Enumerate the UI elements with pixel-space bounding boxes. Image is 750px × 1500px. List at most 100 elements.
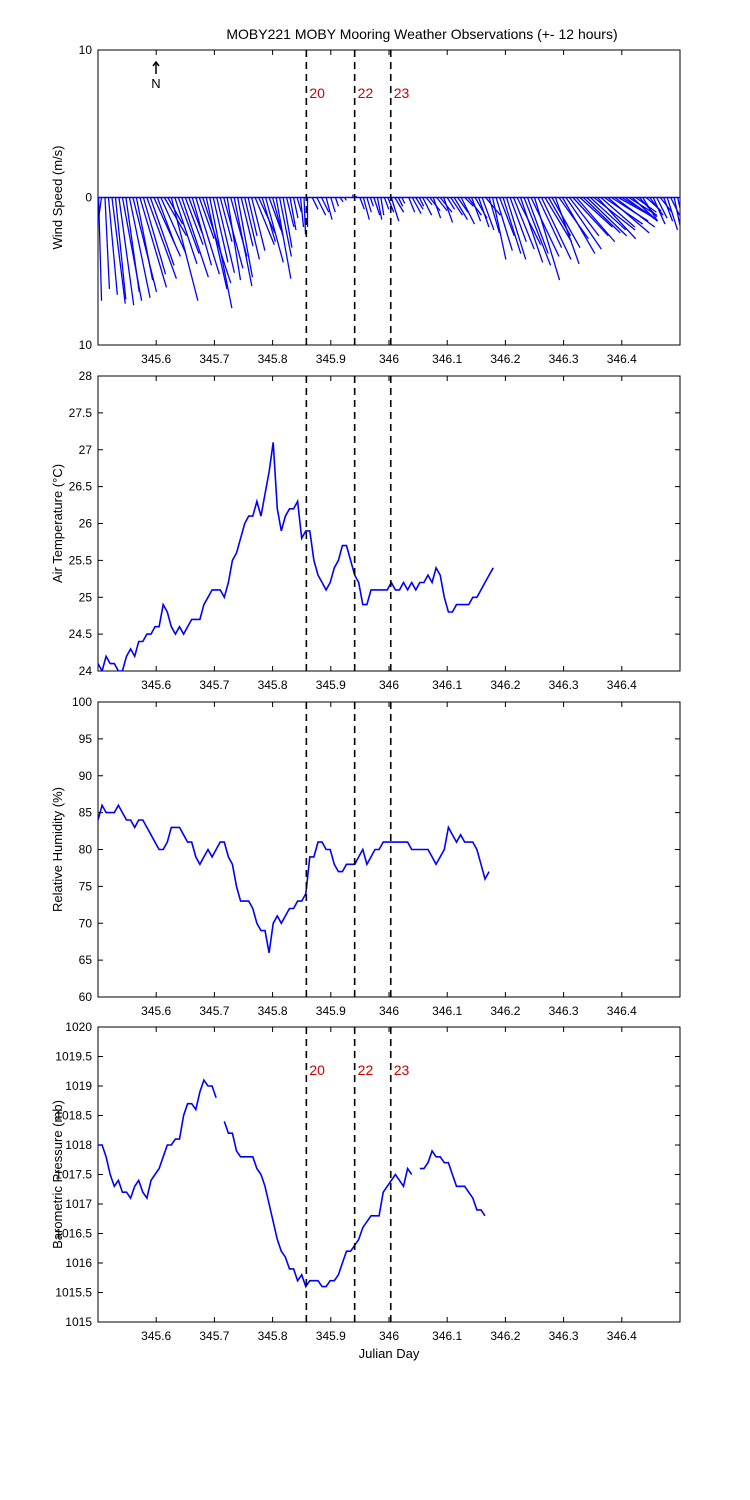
y-tick-label: 27.5	[69, 406, 93, 420]
wind-vector	[446, 197, 456, 210]
y-tick-label: 1016	[65, 1256, 92, 1270]
x-tick-label: 345.6	[141, 352, 171, 366]
plot-frame	[97, 375, 681, 672]
x-tick-label: 345.8	[258, 1329, 288, 1343]
wind-vector	[237, 197, 254, 278]
x-tick-label: 346.2	[490, 352, 520, 366]
y-tick-label: 1017.5	[55, 1168, 92, 1182]
event-label: 20	[309, 85, 325, 101]
x-tick-label: 346.3	[549, 352, 579, 366]
y-tick-label: 10	[79, 338, 93, 352]
x-tick-label: 345.9	[316, 1004, 346, 1018]
wind-vector	[502, 197, 522, 254]
wind-vector	[593, 196, 636, 231]
x-tick-label: 345.7	[199, 352, 229, 366]
wind-vector	[289, 197, 297, 231]
y-tick-label: 0	[85, 191, 92, 205]
wind-vector	[387, 197, 395, 213]
wind-vector	[526, 197, 549, 254]
x-tick-label: 345.7	[199, 1004, 229, 1018]
x-axis-label: Julian Day	[359, 1346, 420, 1361]
wind-vector	[216, 197, 236, 273]
y-tick-label: 10	[79, 43, 93, 57]
wind-vector	[359, 197, 365, 210]
series-line	[419, 1149, 486, 1217]
wind-vector	[656, 197, 668, 219]
plot-data	[98, 442, 494, 671]
event-label: 22	[358, 1062, 374, 1078]
wind-vector	[339, 197, 344, 203]
wind-vector	[425, 197, 433, 206]
wind-vector	[153, 197, 182, 257]
y-axis-label: Relative Humidity (%)	[50, 787, 65, 912]
wind-vector	[160, 197, 187, 254]
wind-vector	[652, 197, 666, 225]
wind-vector	[111, 197, 126, 304]
wind-vector	[481, 197, 495, 231]
x-tick-label: 345.6	[141, 1329, 171, 1343]
wind-vector	[177, 197, 200, 254]
y-tick-label: 27	[79, 443, 93, 457]
wind-vector	[383, 197, 390, 210]
wind-vector	[429, 197, 441, 212]
wind-vector	[202, 197, 232, 284]
wind-vector	[198, 197, 215, 240]
wind-vector	[233, 197, 253, 287]
wind-vector	[261, 197, 277, 242]
y-tick-label: 65	[79, 953, 93, 967]
wind-vector	[572, 197, 609, 237]
wind-vector	[282, 197, 293, 248]
plot-data	[98, 803, 490, 953]
wind-vector	[411, 197, 422, 215]
y-tick-label: 60	[79, 990, 93, 1004]
x-tick-label: 346.3	[549, 1329, 579, 1343]
y-tick-label: 80	[79, 843, 93, 857]
y-tick-label: 1017	[65, 1197, 92, 1211]
x-tick-label: 345.7	[199, 678, 229, 692]
wind-vector	[488, 197, 501, 234]
wind-vector	[184, 197, 204, 245]
wind-vector	[666, 197, 679, 231]
figure-title: MOBY221 MOBY Mooring Weather Observation…	[226, 26, 617, 42]
wind-vector	[264, 197, 284, 263]
wind-vector	[380, 197, 385, 216]
wind-vector	[156, 197, 176, 245]
wind-vector	[485, 197, 501, 216]
wind-vector	[316, 197, 327, 216]
wind-vector	[478, 197, 490, 228]
series-line	[98, 442, 494, 671]
wind-vector	[271, 197, 284, 237]
x-tick-label: 346.4	[607, 352, 637, 366]
x-tick-label: 345.6	[141, 1004, 171, 1018]
wind-vector	[673, 197, 680, 229]
wind-vector	[642, 197, 659, 222]
wind-vector	[118, 197, 135, 306]
x-tick-label: 345.7	[199, 1329, 229, 1343]
wind-vector	[505, 197, 527, 260]
wind-vector	[575, 197, 616, 243]
wind-vector	[519, 197, 544, 263]
north-arrowhead	[152, 60, 160, 67]
wind-vector	[373, 197, 381, 216]
series-line	[223, 1121, 413, 1289]
wind-vector	[453, 197, 469, 220]
wind-vector	[512, 197, 535, 250]
wind-vector	[114, 197, 127, 300]
x-tick-label: 345.9	[316, 1329, 346, 1343]
wind-vector	[258, 197, 276, 234]
y-tick-label: 26	[79, 517, 93, 531]
wind-vector	[104, 197, 111, 289]
y-tick-label: 1019.5	[55, 1050, 92, 1064]
series-line	[98, 1078, 217, 1201]
wind-vector	[344, 197, 347, 201]
wind-vector	[537, 197, 563, 248]
y-tick-label: 70	[79, 916, 93, 930]
wind-vector	[561, 197, 596, 254]
y-axis-label: Air Temperature (°C)	[50, 464, 65, 583]
x-tick-label: 346	[379, 1329, 399, 1343]
y-tick-label: 25	[79, 590, 93, 604]
y-tick-label: 1018	[65, 1138, 92, 1152]
wind-vector	[600, 197, 636, 228]
wind-vector	[422, 197, 433, 216]
